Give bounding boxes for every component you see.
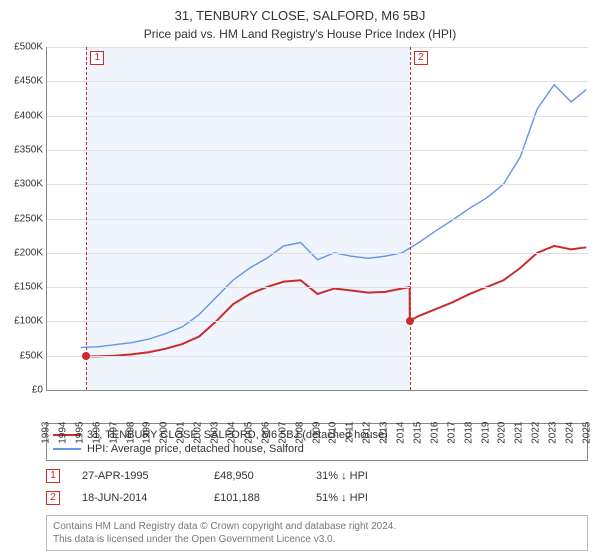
x-tick-label: 2022 — [531, 422, 542, 444]
sale-row: 2 18-JUN-2014 £101,188 51% ↓ HPI — [46, 491, 588, 505]
legend-swatch — [53, 448, 81, 450]
y-tick-label: £350K — [1, 144, 43, 155]
x-tick-label: 2023 — [548, 422, 559, 444]
legend-item: HPI: Average price, detached house, Salf… — [53, 442, 581, 456]
sale-row-marker: 2 — [46, 491, 60, 505]
sale-marker-badge: 1 — [90, 51, 104, 65]
y-tick-label: £450K — [1, 76, 43, 87]
x-tick-label: 1995 — [74, 422, 85, 444]
x-tick-label: 2004 — [226, 422, 237, 444]
sale-hpi-delta: 51% ↓ HPI — [316, 492, 416, 504]
series-hpi — [81, 85, 586, 348]
sale-marker-badge: 2 — [414, 51, 428, 65]
x-tick-label: 2011 — [345, 422, 356, 444]
sale-price: £101,188 — [214, 492, 294, 504]
x-tick-label: 1998 — [125, 422, 136, 444]
sale-date: 18-JUN-2014 — [82, 492, 192, 504]
x-tick-label: 2005 — [243, 422, 254, 444]
y-tick-label: £250K — [1, 213, 43, 224]
y-tick-label: £0 — [1, 385, 43, 396]
sale-hpi-delta: 31% ↓ HPI — [316, 470, 416, 482]
x-tick-label: 2009 — [311, 422, 322, 444]
x-tick-label: 2016 — [429, 422, 440, 444]
sales-table: 1 27-APR-1995 £48,950 31% ↓ HPI 2 18-JUN-2014… — [46, 469, 588, 505]
chart-title: 31, TENBURY CLOSE, SALFORD, M6 5BJ — [0, 0, 600, 23]
x-tick-label: 2024 — [565, 422, 576, 444]
sale-date: 27-APR-1995 — [82, 470, 192, 482]
plot-region: £0£50K£100K£150K£200K£250K£300K£350K£400… — [46, 47, 588, 391]
x-tick-label: 2003 — [210, 422, 221, 444]
sale-row: 1 27-APR-1995 £48,950 31% ↓ HPI — [46, 469, 588, 483]
chart-subtitle: Price paid vs. HM Land Registry's House … — [0, 23, 600, 47]
series-price_paid — [86, 246, 586, 356]
y-tick-label: £400K — [1, 110, 43, 121]
x-tick-label: 1994 — [57, 422, 68, 444]
x-tick-label: 2015 — [412, 422, 423, 444]
x-tick-label: 2007 — [277, 422, 288, 444]
footnote-line: This data is licensed under the Open Gov… — [53, 533, 581, 546]
footnote-line: Contains HM Land Registry data © Crown c… — [53, 520, 581, 533]
sale-price: £48,950 — [214, 470, 294, 482]
y-tick-label: £500K — [1, 42, 43, 53]
x-tick-label: 2000 — [159, 422, 170, 444]
sale-dot — [406, 317, 414, 325]
chart-area: £0£50K£100K£150K£200K£250K£300K£350K£400… — [46, 47, 588, 409]
x-tick-label: 2014 — [396, 422, 407, 444]
x-tick-label: 1996 — [91, 422, 102, 444]
y-tick-label: £200K — [1, 247, 43, 258]
x-tick-label: 1999 — [142, 422, 153, 444]
x-tick-label: 2020 — [497, 422, 508, 444]
x-tick-label: 2025 — [582, 422, 593, 444]
x-tick-label: 2006 — [260, 422, 271, 444]
sale-dot — [82, 352, 90, 360]
x-tick-label: 2013 — [379, 422, 390, 444]
y-tick-label: £150K — [1, 282, 43, 293]
y-tick-label: £50K — [1, 350, 43, 361]
x-tick-label: 2021 — [514, 422, 525, 444]
x-tick-label: 1997 — [108, 422, 119, 444]
y-tick-label: £100K — [1, 316, 43, 327]
x-tick-label: 2019 — [480, 422, 491, 444]
x-tick-label: 1993 — [41, 422, 52, 444]
x-tick-label: 2018 — [463, 422, 474, 444]
x-tick-label: 2017 — [446, 422, 457, 444]
x-tick-label: 2001 — [176, 422, 187, 444]
x-tick-label: 2010 — [328, 422, 339, 444]
x-axis-labels: 1993199419951996199719981999200020012002… — [46, 397, 588, 427]
y-tick-label: £300K — [1, 179, 43, 190]
sale-marker-line — [86, 47, 87, 390]
x-tick-label: 2012 — [362, 422, 373, 444]
x-tick-label: 2002 — [193, 422, 204, 444]
sale-row-marker: 1 — [46, 469, 60, 483]
footnote-box: Contains HM Land Registry data © Crown c… — [46, 515, 588, 551]
legend-label: HPI: Average price, detached house, Salf… — [87, 443, 304, 455]
sale-marker-line — [410, 47, 411, 390]
x-tick-label: 2008 — [294, 422, 305, 444]
